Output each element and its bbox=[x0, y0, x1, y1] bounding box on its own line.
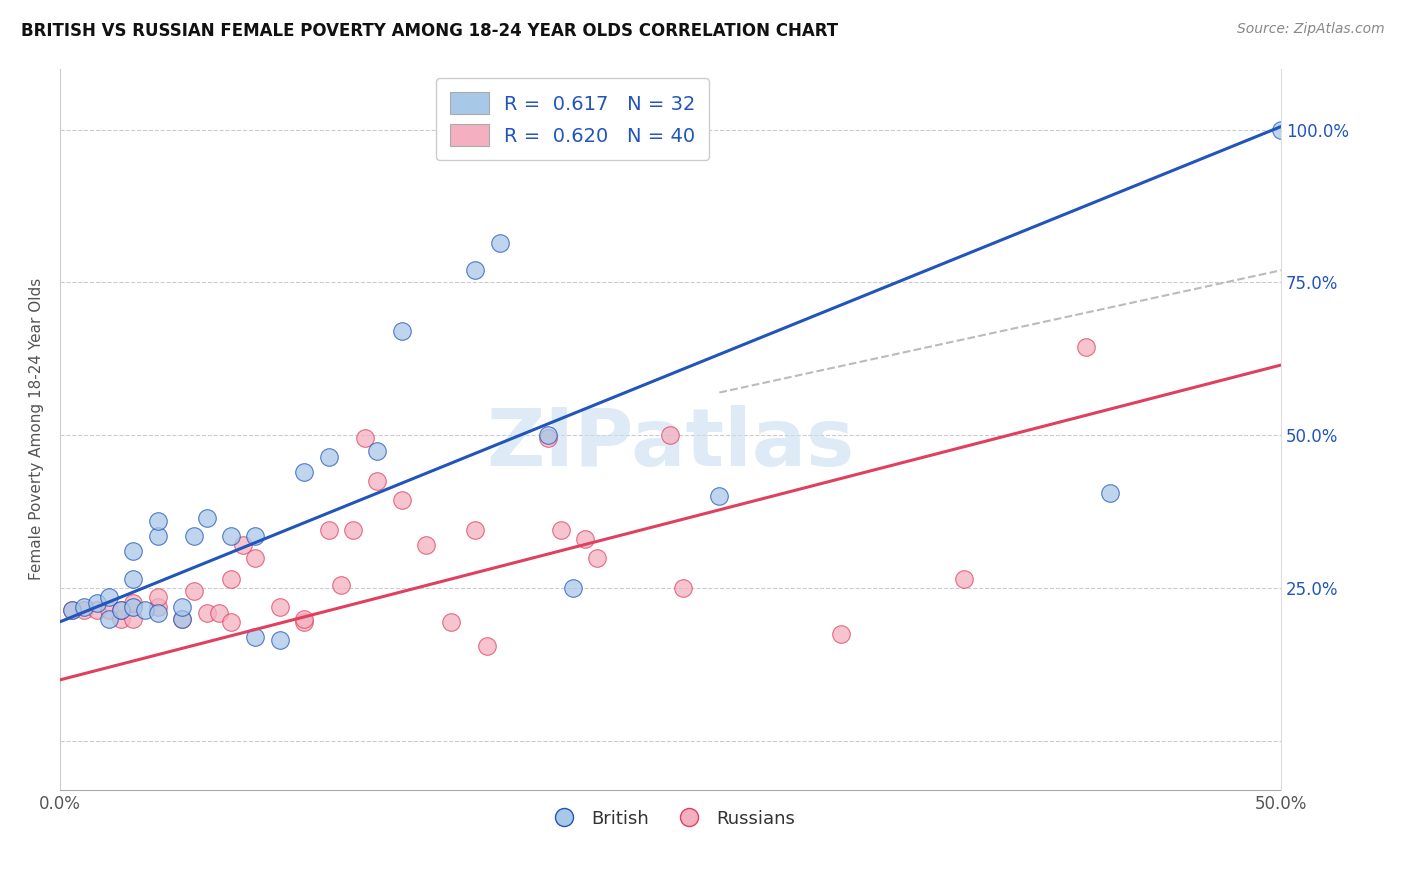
Point bbox=[134, 602, 156, 616]
Text: ZIPatlas: ZIPatlas bbox=[486, 405, 855, 483]
Point bbox=[574, 533, 596, 547]
Point bbox=[73, 602, 96, 616]
Point bbox=[537, 428, 560, 442]
Point bbox=[292, 612, 315, 626]
Point bbox=[232, 538, 254, 552]
Point bbox=[172, 612, 194, 626]
Point bbox=[477, 639, 499, 653]
Point bbox=[97, 612, 120, 626]
Point bbox=[183, 529, 205, 543]
Point bbox=[354, 431, 377, 445]
Point bbox=[342, 523, 364, 537]
Point bbox=[146, 606, 169, 620]
Point bbox=[464, 523, 486, 537]
Point bbox=[415, 538, 437, 552]
Point bbox=[195, 511, 218, 525]
Point bbox=[110, 602, 132, 616]
Point bbox=[292, 465, 315, 479]
Point bbox=[269, 633, 291, 648]
Point bbox=[464, 263, 486, 277]
Point bbox=[122, 612, 145, 626]
Point bbox=[86, 602, 108, 616]
Point bbox=[122, 572, 145, 586]
Point bbox=[97, 602, 120, 616]
Point bbox=[318, 523, 340, 537]
Point bbox=[830, 627, 852, 641]
Point bbox=[391, 492, 413, 507]
Point bbox=[1098, 486, 1121, 500]
Point bbox=[219, 572, 242, 586]
Point bbox=[1270, 122, 1292, 136]
Point bbox=[550, 523, 572, 537]
Point bbox=[195, 606, 218, 620]
Point bbox=[245, 550, 267, 565]
Point bbox=[122, 597, 145, 611]
Point bbox=[219, 529, 242, 543]
Point bbox=[97, 591, 120, 605]
Point bbox=[269, 599, 291, 614]
Point bbox=[709, 490, 731, 504]
Point bbox=[586, 550, 609, 565]
Point bbox=[329, 578, 352, 592]
Point bbox=[172, 612, 194, 626]
Point bbox=[146, 591, 169, 605]
Point bbox=[146, 529, 169, 543]
Point bbox=[60, 602, 83, 616]
Point bbox=[245, 529, 267, 543]
Point bbox=[110, 612, 132, 626]
Point bbox=[219, 615, 242, 629]
Point bbox=[1074, 340, 1097, 354]
Text: BRITISH VS RUSSIAN FEMALE POVERTY AMONG 18-24 YEAR OLDS CORRELATION CHART: BRITISH VS RUSSIAN FEMALE POVERTY AMONG … bbox=[21, 22, 838, 40]
Y-axis label: Female Poverty Among 18-24 Year Olds: Female Poverty Among 18-24 Year Olds bbox=[30, 278, 44, 581]
Point bbox=[488, 235, 510, 250]
Point bbox=[110, 602, 132, 616]
Legend: British, Russians: British, Russians bbox=[538, 803, 801, 835]
Point bbox=[146, 599, 169, 614]
Point bbox=[208, 606, 231, 620]
Point bbox=[172, 599, 194, 614]
Point bbox=[440, 615, 463, 629]
Point bbox=[561, 581, 583, 595]
Point bbox=[659, 428, 682, 442]
Point bbox=[245, 630, 267, 644]
Point bbox=[73, 599, 96, 614]
Point bbox=[122, 599, 145, 614]
Point bbox=[537, 431, 560, 445]
Point bbox=[366, 474, 388, 488]
Point bbox=[952, 572, 974, 586]
Point bbox=[183, 584, 205, 599]
Point bbox=[86, 597, 108, 611]
Point bbox=[60, 602, 83, 616]
Point bbox=[292, 615, 315, 629]
Point bbox=[391, 325, 413, 339]
Point bbox=[318, 450, 340, 464]
Text: Source: ZipAtlas.com: Source: ZipAtlas.com bbox=[1237, 22, 1385, 37]
Point bbox=[146, 514, 169, 528]
Point bbox=[122, 544, 145, 558]
Point bbox=[672, 581, 695, 595]
Point bbox=[366, 443, 388, 458]
